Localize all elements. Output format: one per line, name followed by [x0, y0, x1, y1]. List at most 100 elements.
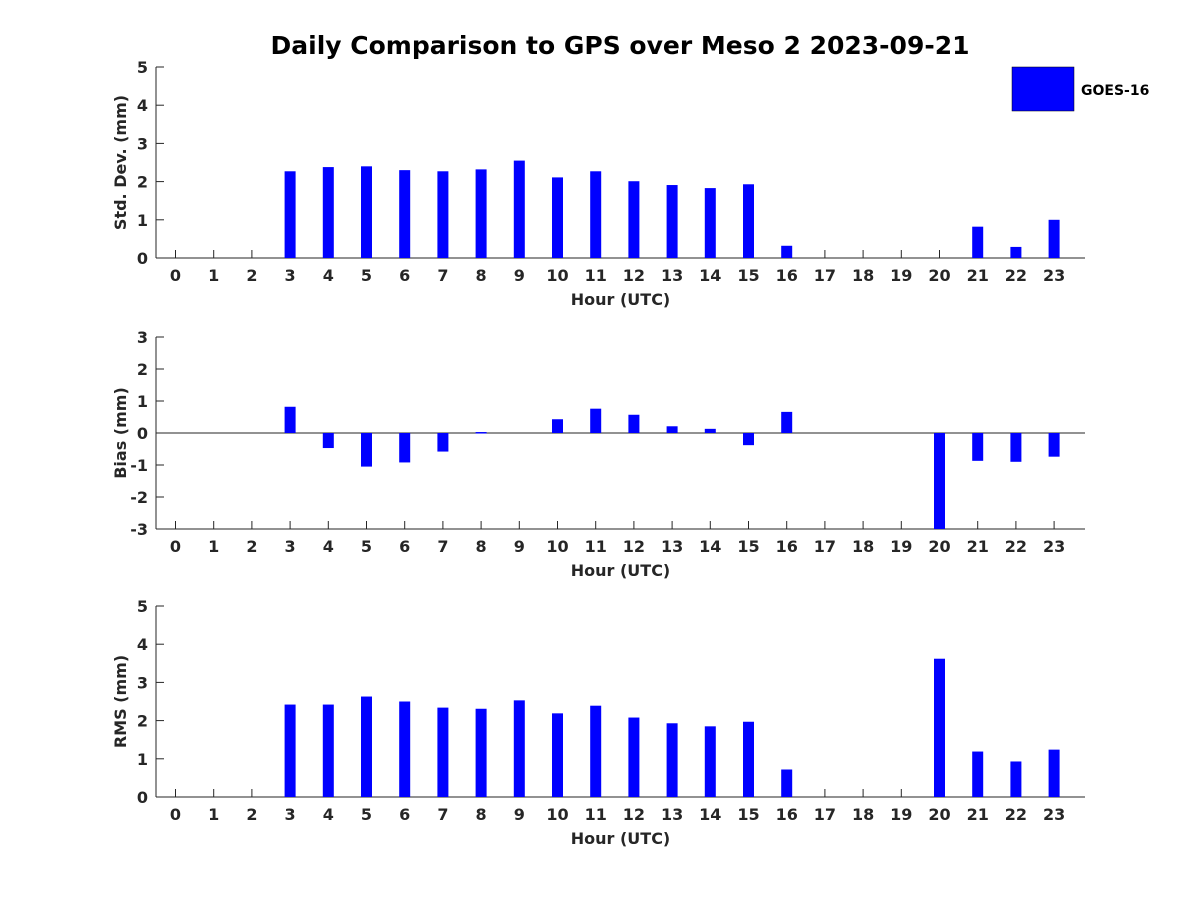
x-tick-label: 20: [928, 537, 950, 556]
x-axis-label: Hour (UTC): [571, 829, 671, 848]
x-tick-label: 17: [814, 805, 836, 824]
x-tick-label: 2: [246, 805, 257, 824]
x-tick-label: 4: [323, 537, 334, 556]
x-tick-label: 5: [361, 537, 372, 556]
bar-hour-15: [743, 184, 754, 258]
x-tick-label: 0: [170, 537, 181, 556]
x-tick-label: 21: [967, 805, 989, 824]
x-tick-label: 14: [699, 537, 721, 556]
y-axis-label: Std. Dev. (mm): [111, 95, 130, 230]
x-axis-label: Hour (UTC): [571, 290, 671, 309]
bar-hour-7: [437, 707, 449, 797]
y-tick-label: 5: [137, 58, 148, 77]
bar-hour-5: [361, 166, 372, 258]
bar-hour-4: [322, 433, 334, 449]
bar-hour-10: [552, 177, 563, 258]
x-tick-label: 19: [890, 537, 912, 556]
x-tick-label: 3: [285, 805, 296, 824]
bar-hour-21: [972, 751, 984, 797]
bar-hour-6: [399, 701, 411, 797]
bar-hour-22: [1010, 761, 1022, 797]
y-tick-label: 1: [137, 211, 148, 230]
y-tick-label: -2: [130, 488, 148, 507]
bar-hour-7: [437, 433, 449, 452]
x-tick-label: 19: [890, 266, 912, 285]
x-tick-label: 22: [1005, 805, 1027, 824]
bar-hour-15: [743, 721, 754, 797]
bar-hour-23: [1048, 749, 1060, 797]
y-tick-label: 0: [137, 249, 148, 268]
x-tick-label: 23: [1043, 805, 1065, 824]
bar-hour-10: [552, 713, 563, 797]
x-tick-label: 14: [699, 805, 721, 824]
bar-hour-21: [972, 433, 984, 461]
bar-hour-5: [361, 433, 372, 467]
y-tick-label: -1: [130, 456, 148, 475]
bar-hour-12: [628, 414, 640, 433]
x-tick-label: 0: [170, 266, 181, 285]
x-tick-label: 15: [737, 537, 759, 556]
x-tick-label: 17: [814, 266, 836, 285]
y-tick-label: 2: [137, 173, 148, 192]
x-tick-label: 17: [814, 537, 836, 556]
bar-hour-6: [399, 170, 411, 258]
x-tick-label: 16: [776, 537, 798, 556]
bar-hour-13: [666, 185, 678, 258]
bar-hour-14: [704, 428, 716, 433]
x-tick-label: 8: [476, 266, 487, 285]
x-tick-label: 21: [967, 266, 989, 285]
x-tick-label: 11: [585, 266, 607, 285]
x-tick-label: 8: [476, 805, 487, 824]
x-tick-label: 10: [546, 266, 568, 285]
bar-hour-8: [475, 432, 487, 434]
bar-hour-3: [284, 171, 296, 258]
bar-hour-10: [552, 419, 563, 433]
x-tick-label: 14: [699, 266, 721, 285]
x-tick-label: 0: [170, 805, 181, 824]
bar-hour-12: [628, 717, 640, 797]
y-tick-label: 2: [137, 712, 148, 731]
y-axis-label: RMS (mm): [111, 655, 130, 748]
x-tick-label: 13: [661, 266, 683, 285]
x-tick-label: 11: [585, 805, 607, 824]
y-tick-label: 4: [137, 96, 148, 115]
bar-hour-16: [781, 411, 793, 433]
x-tick-label: 12: [623, 266, 645, 285]
x-tick-label: 20: [928, 266, 950, 285]
x-tick-label: 16: [776, 805, 798, 824]
bar-hour-23: [1048, 433, 1060, 457]
x-tick-label: 1: [208, 537, 219, 556]
bar-hour-4: [322, 704, 334, 797]
bar-hour-7: [437, 171, 449, 258]
bar-hour-22: [1010, 433, 1022, 462]
y-tick-label: 3: [137, 328, 148, 347]
bar-hour-8: [475, 169, 487, 258]
bar-hour-23: [1048, 219, 1060, 258]
bar-hour-14: [704, 726, 716, 797]
y-tick-label: 3: [137, 134, 148, 153]
bar-hour-11: [590, 408, 602, 433]
figure-title: Daily Comparison to GPS over Meso 2 2023…: [271, 31, 970, 60]
x-axis-label: Hour (UTC): [571, 561, 671, 580]
x-tick-label: 7: [437, 537, 448, 556]
bar-hour-5: [361, 696, 372, 797]
x-tick-label: 4: [323, 805, 334, 824]
x-tick-label: 10: [546, 805, 568, 824]
x-tick-label: 5: [361, 805, 372, 824]
x-tick-label: 20: [928, 805, 950, 824]
y-tick-label: 0: [137, 424, 148, 443]
bar-hour-16: [781, 245, 793, 258]
x-tick-label: 6: [399, 266, 410, 285]
x-tick-label: 13: [661, 805, 683, 824]
y-tick-label: 1: [137, 750, 148, 769]
x-tick-label: 12: [623, 805, 645, 824]
bar-hour-6: [399, 433, 411, 463]
bar-hour-15: [743, 433, 754, 446]
x-tick-label: 6: [399, 537, 410, 556]
legend-label: GOES-16: [1081, 83, 1149, 99]
x-tick-label: 19: [890, 805, 912, 824]
y-tick-label: 0: [137, 788, 148, 807]
